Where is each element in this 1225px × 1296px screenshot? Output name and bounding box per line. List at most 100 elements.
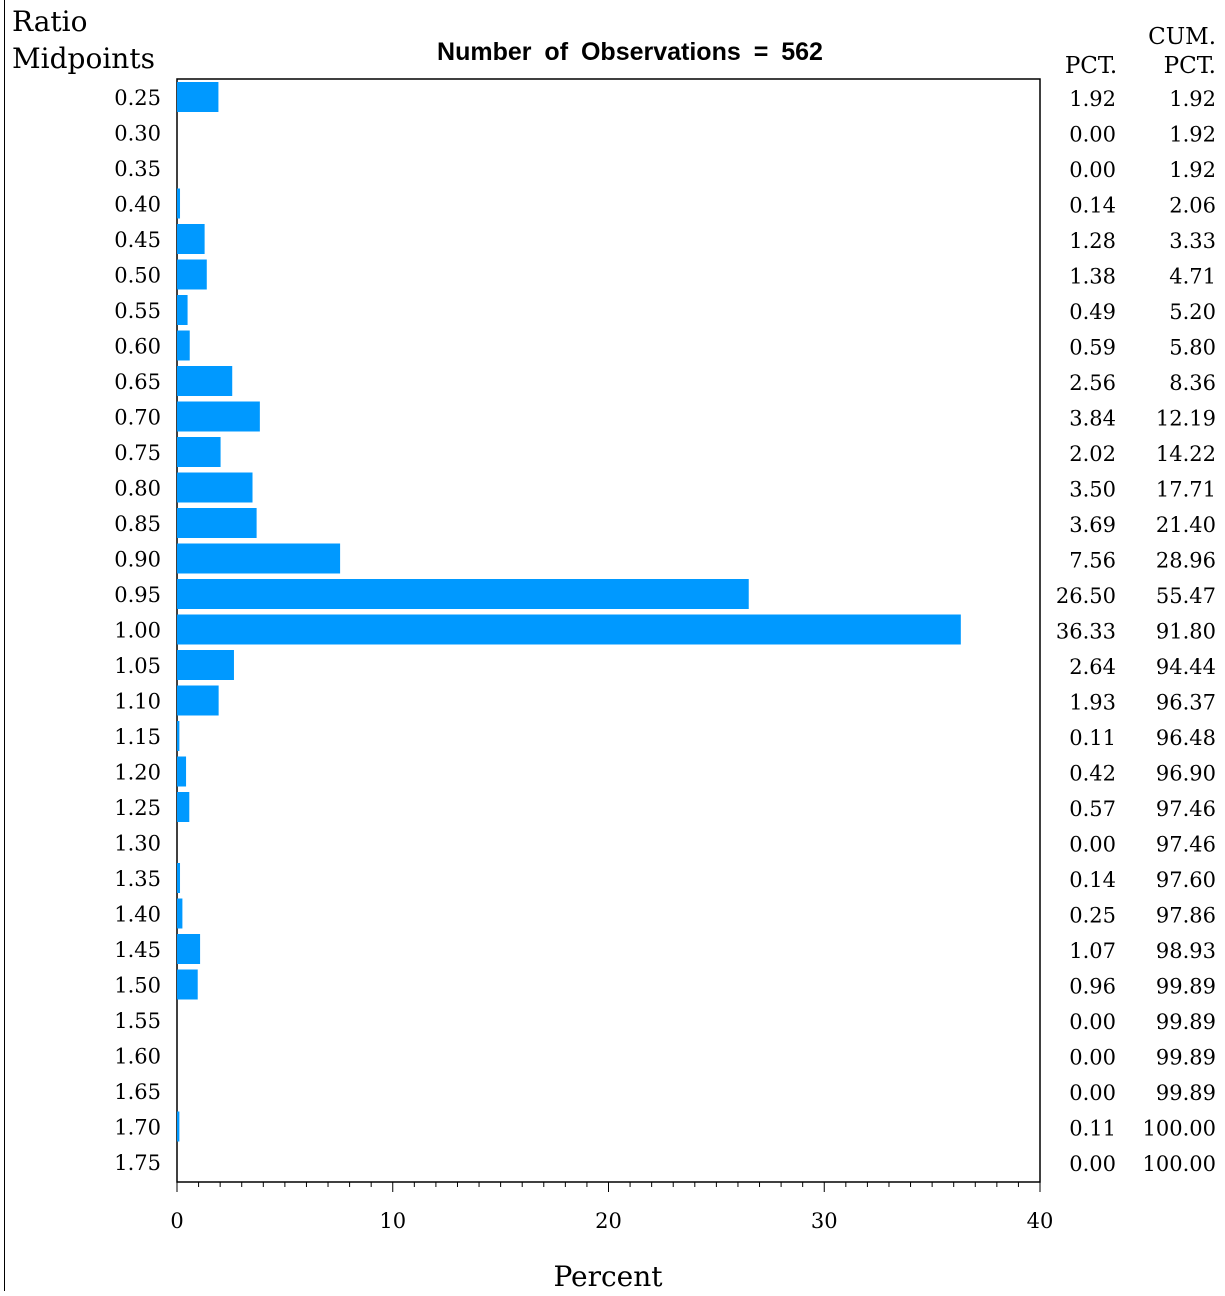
bar-0.50 <box>177 259 207 290</box>
pct-value: 0.14 <box>1069 194 1116 218</box>
cum-pct-value: 100.00 <box>1143 1152 1216 1176</box>
cum-pct-value: 99.89 <box>1156 1081 1216 1105</box>
bar-0.55 <box>177 295 188 325</box>
pct-value: 36.33 <box>1056 620 1116 644</box>
bars-group <box>177 82 961 1142</box>
cum-pct-column-header-line2: PCT. <box>1164 53 1216 79</box>
x-axis-ticks-group: 0 10 20 30 40 <box>170 1182 1053 1233</box>
pct-value: 2.02 <box>1069 442 1116 466</box>
category-label: 0.90 <box>114 548 161 572</box>
pct-value: 3.50 <box>1069 478 1116 502</box>
pct-value: 0.11 <box>1069 1117 1116 1141</box>
bar-0.95 <box>177 579 749 609</box>
bar-0.40 <box>177 188 181 219</box>
pct-value: 2.64 <box>1069 655 1116 679</box>
bar-0.25 <box>177 82 219 112</box>
cum-pct-value: 96.48 <box>1156 726 1216 750</box>
pct-value: 0.00 <box>1069 158 1116 182</box>
bar-0.65 <box>177 366 233 396</box>
category-label: 0.60 <box>114 335 161 359</box>
cum-pct-value: 55.47 <box>1156 584 1216 608</box>
pct-value: 1.07 <box>1069 939 1116 963</box>
bar-1.70 <box>177 1111 180 1142</box>
bar-1.05 <box>177 650 234 680</box>
chart-title: Number of Observations = 562 <box>437 38 823 66</box>
cum-pct-value: 99.89 <box>1156 1010 1216 1034</box>
bar-1.00 <box>177 614 961 645</box>
cum-pct-value: 2.06 <box>1169 194 1216 218</box>
y-axis-label-line1: Ratio <box>12 5 87 38</box>
category-label: 1.65 <box>114 1080 161 1104</box>
bar-0.60 <box>177 330 190 361</box>
cum-pct-value: 1.92 <box>1169 123 1216 147</box>
pct-value: 0.00 <box>1069 1010 1116 1034</box>
bar-1.25 <box>177 792 190 822</box>
x-tick-label: 30 <box>811 1209 838 1233</box>
category-label: 0.55 <box>114 299 161 323</box>
bar-0.45 <box>177 224 205 254</box>
cum-pct-value: 8.36 <box>1169 371 1216 395</box>
category-label: 0.95 <box>114 583 161 607</box>
x-axis-label: Percent <box>553 1260 663 1291</box>
pct-value: 1.38 <box>1069 265 1116 289</box>
cum-pct-value: 14.22 <box>1156 442 1216 466</box>
category-label: 1.25 <box>114 796 161 820</box>
pct-value: 3.84 <box>1069 407 1116 431</box>
x-tick-label: 10 <box>379 1209 406 1233</box>
category-label: 1.00 <box>114 619 161 643</box>
pct-value: 26.50 <box>1056 584 1116 608</box>
x-tick-label: 40 <box>1027 1209 1054 1233</box>
pct-column-header: PCT. <box>1065 53 1117 79</box>
cum-pct-value: 97.86 <box>1156 904 1216 928</box>
category-label: 1.20 <box>114 761 161 785</box>
category-label: 0.65 <box>114 370 161 394</box>
bar-1.35 <box>177 863 181 893</box>
pct-value: 0.00 <box>1069 1046 1116 1070</box>
category-label: 1.30 <box>114 832 161 856</box>
pct-value: 0.96 <box>1069 975 1116 999</box>
cum-pct-values-group: 1.92 1.92 1.92 2.06 3.33 4.71 5.20 5.80 8.36 12.1… <box>1143 87 1216 1176</box>
cum-pct-value: 96.37 <box>1156 691 1216 715</box>
left-border-line <box>4 0 5 1291</box>
pct-value: 0.57 <box>1069 797 1116 821</box>
pct-value: 0.42 <box>1069 762 1116 786</box>
pct-value: 0.25 <box>1069 904 1116 928</box>
pct-value: 0.00 <box>1069 123 1116 147</box>
pct-value: 0.00 <box>1069 1081 1116 1105</box>
category-labels-group: 0.25 0.30 0.35 0.40 0.45 0.50 0.55 0.60 0.65 0.70… <box>114 86 161 1175</box>
category-label: 1.45 <box>114 938 161 962</box>
bar-1.50 <box>177 969 198 1000</box>
cum-pct-value: 12.19 <box>1156 407 1216 431</box>
cum-pct-value: 94.44 <box>1156 655 1216 679</box>
category-label: 1.05 <box>114 654 161 678</box>
bar-0.90 <box>177 543 341 574</box>
category-label: 1.10 <box>114 690 161 714</box>
category-label: 0.70 <box>114 406 161 430</box>
bar-0.75 <box>177 437 221 467</box>
pct-value: 0.59 <box>1069 336 1116 360</box>
pct-value: 1.93 <box>1069 691 1116 715</box>
category-label: 0.45 <box>114 228 161 252</box>
category-label: 0.50 <box>114 264 161 288</box>
pct-value: 1.92 <box>1069 87 1116 111</box>
pct-value: 1.28 <box>1069 229 1116 253</box>
cum-pct-value: 3.33 <box>1169 229 1216 253</box>
cum-pct-value: 5.80 <box>1169 336 1216 360</box>
pct-value: 7.56 <box>1069 549 1116 573</box>
category-label: 0.85 <box>114 512 161 536</box>
pct-values-group: 1.92 0.00 0.00 0.14 1.28 1.38 0.49 0.59 2.56 3.84… <box>1056 87 1116 1176</box>
category-label: 0.35 <box>114 157 161 181</box>
cum-pct-value: 97.46 <box>1156 833 1216 857</box>
cum-pct-value: 28.96 <box>1156 549 1216 573</box>
cum-pct-column-header-line1: CUM. <box>1148 24 1216 50</box>
bar-0.70 <box>177 401 260 432</box>
bar-0.80 <box>177 472 253 503</box>
pct-value: 0.49 <box>1069 300 1116 324</box>
cum-pct-value: 4.71 <box>1169 265 1216 289</box>
cum-pct-value: 21.40 <box>1156 513 1216 537</box>
category-label: 1.55 <box>114 1009 161 1033</box>
category-label: 1.40 <box>114 903 161 927</box>
category-label: 0.30 <box>114 122 161 146</box>
